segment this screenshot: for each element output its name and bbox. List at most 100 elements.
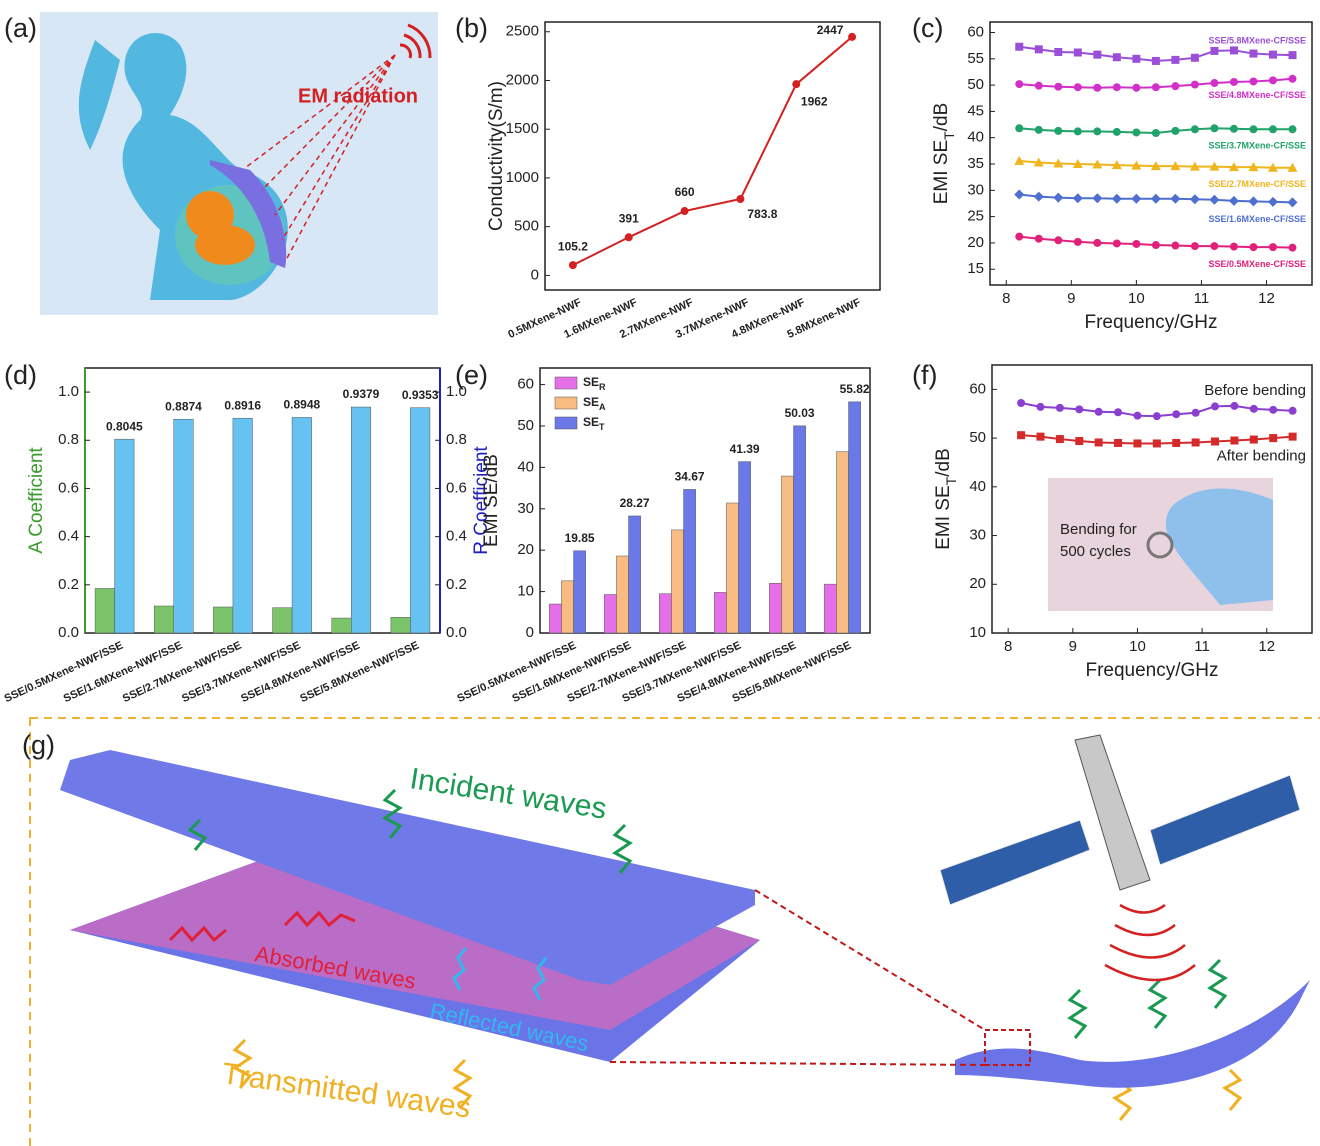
data-label: 28.27 <box>620 496 650 510</box>
y-tick-label: 0.0 <box>58 624 79 641</box>
marker <box>1152 57 1160 65</box>
marker <box>1210 47 1218 55</box>
marker <box>1113 239 1121 247</box>
bar <box>671 530 683 633</box>
marker <box>1190 194 1200 204</box>
bar <box>213 607 233 633</box>
marker <box>1230 125 1238 133</box>
marker <box>736 195 744 203</box>
y-tick-label: 55 <box>967 50 984 67</box>
marker <box>1017 431 1025 439</box>
axis-title: EMI SE/dB <box>481 454 502 547</box>
data-label: 2447 <box>817 23 844 37</box>
panel-label: (e) <box>455 360 488 390</box>
y-tick-label: 0.6 <box>58 479 79 496</box>
data-label: 50.03 <box>785 406 815 420</box>
marker <box>1035 45 1043 53</box>
marker <box>1014 190 1024 200</box>
data-label: 19.85 <box>565 531 595 545</box>
y-tick-label: 2500 <box>506 23 539 40</box>
marker <box>1036 403 1044 411</box>
axis-title: Frequency/GHz <box>1084 312 1217 333</box>
x-tick-label: 10 <box>1129 638 1146 655</box>
marker <box>1288 75 1296 83</box>
marker <box>1171 82 1179 90</box>
axis-title-part: /dB <box>933 448 954 477</box>
bar <box>410 408 430 633</box>
y-tick-label: 0 <box>526 624 534 641</box>
satellite-signal <box>1105 905 1195 980</box>
marker <box>1056 435 1064 443</box>
marker <box>1249 77 1257 85</box>
bar <box>849 402 861 633</box>
series-label: SSE/4.8MXene-CF/SSE <box>1208 90 1306 100</box>
bar <box>95 588 115 633</box>
marker <box>1171 242 1179 250</box>
marker <box>1017 399 1025 407</box>
y-tick-label: 45 <box>967 102 984 119</box>
marker <box>1015 124 1023 132</box>
marker <box>1211 402 1219 410</box>
marker <box>1170 194 1180 204</box>
series-label: Before bending <box>1204 382 1306 399</box>
marker <box>1210 124 1218 132</box>
marker <box>1249 50 1257 58</box>
y-tick-label: 50 <box>517 417 534 434</box>
marker <box>1269 243 1277 251</box>
baby-body <box>195 225 255 265</box>
marker <box>1248 196 1258 206</box>
marker <box>1230 46 1238 54</box>
y-tick-label: 30 <box>967 181 984 198</box>
marker <box>1132 84 1140 92</box>
marker <box>1093 51 1101 59</box>
marker <box>1172 410 1180 418</box>
marker <box>1112 194 1122 204</box>
legend-swatch <box>555 377 577 389</box>
marker <box>1056 404 1064 412</box>
chart-panel: (d)0.00.20.40.60.81.00.00.20.40.60.81.0S… <box>3 360 492 705</box>
y-tick-label: 60 <box>517 376 534 393</box>
marker <box>1093 127 1101 135</box>
marker <box>1151 194 1161 204</box>
legend-subscript: R <box>599 382 606 392</box>
marker <box>1054 83 1062 91</box>
data-label: 391 <box>619 211 639 225</box>
marker <box>1035 235 1043 243</box>
marker <box>1075 437 1083 445</box>
marker <box>1230 437 1238 445</box>
marker <box>1269 125 1277 133</box>
data-label: 660 <box>675 185 695 199</box>
marker <box>1152 83 1160 91</box>
marker <box>1191 242 1199 250</box>
marker <box>1287 197 1297 207</box>
y-tick-label: 50 <box>967 76 984 93</box>
data-label: 0.9379 <box>343 387 380 401</box>
x-tick-label: 9 <box>1069 638 1077 655</box>
x-tick-label: 9 <box>1067 290 1075 307</box>
marker <box>1132 128 1140 136</box>
marker <box>1230 78 1238 86</box>
marker <box>1132 55 1140 63</box>
series-label: SSE/0.5MXene-CF/SSE <box>1208 259 1306 269</box>
bar <box>659 594 671 633</box>
chart-panel: (b)050010001500200025000.5MXene-NWF1.6MX… <box>455 13 880 341</box>
marker <box>1015 80 1023 88</box>
y-tick-label: 20 <box>967 234 984 251</box>
data-label: 0.8948 <box>283 398 320 412</box>
marker <box>1172 439 1180 447</box>
y-tick-label: 40 <box>969 478 986 495</box>
marker <box>1191 125 1199 133</box>
data-label: 783.8 <box>747 207 777 221</box>
plot-frame <box>545 22 880 290</box>
marker <box>1054 236 1062 244</box>
legend-label: SER <box>583 375 606 392</box>
series-label: SSE/3.7MXene-CF/SSE <box>1208 141 1306 151</box>
y-tick-label: 60 <box>969 380 986 397</box>
panel-label: (a) <box>4 13 37 43</box>
y-tick-label: 60 <box>967 23 984 40</box>
bar <box>351 407 371 633</box>
y-tick-label: 0.8 <box>58 431 79 448</box>
data-label: 41.39 <box>730 442 760 456</box>
marker <box>1152 129 1160 137</box>
marker <box>1015 233 1023 241</box>
